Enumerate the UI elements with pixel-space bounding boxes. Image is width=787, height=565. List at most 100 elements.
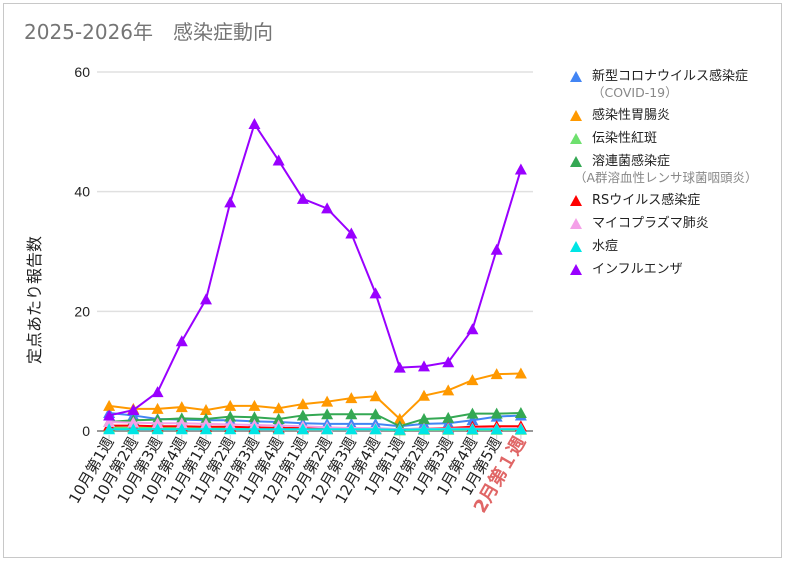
data-point-7 bbox=[514, 163, 527, 175]
data-point-6 bbox=[466, 423, 479, 435]
y-tick-label: 40 bbox=[74, 184, 90, 200]
data-point-1 bbox=[248, 399, 261, 411]
data-point-7 bbox=[321, 202, 334, 214]
data-point-6 bbox=[151, 423, 164, 435]
series-line-7 bbox=[108, 121, 522, 417]
data-point-3 bbox=[466, 407, 479, 419]
data-point-1 bbox=[224, 399, 237, 411]
data-point-6 bbox=[345, 423, 358, 435]
data-point-1 bbox=[321, 395, 334, 407]
legend-label: 溶連菌感染症 bbox=[592, 154, 671, 169]
data-point-6 bbox=[418, 423, 430, 435]
legend-item[interactable]: 水痘 bbox=[568, 238, 758, 255]
data-point-7 bbox=[466, 323, 479, 335]
data-point-7 bbox=[418, 360, 430, 372]
data-point-5 bbox=[175, 417, 188, 429]
data-point-3 bbox=[248, 411, 261, 423]
triangle-marker-icon bbox=[570, 264, 582, 275]
legend-label: 伝染性紅斑 bbox=[592, 131, 658, 146]
legend-item[interactable]: マイコプラズマ肺炎 bbox=[568, 215, 758, 232]
legend-item[interactable]: 溶連菌感染症 （A群溶血性レンサ球菌咽頭炎） bbox=[568, 153, 758, 186]
triangle-marker-icon bbox=[570, 133, 582, 144]
data-point-1 bbox=[151, 402, 164, 414]
data-point-5 bbox=[127, 416, 140, 428]
data-point-3 bbox=[418, 413, 430, 425]
triangle-marker-icon bbox=[570, 71, 582, 82]
data-point-1 bbox=[466, 374, 479, 386]
legend-label: マイコプラズマ肺炎 bbox=[592, 216, 709, 231]
data-point-3 bbox=[321, 408, 334, 420]
legend-label: 新型コロナウイルス感染症 bbox=[592, 69, 749, 84]
legend-item[interactable]: 伝染性紅斑 bbox=[568, 130, 758, 147]
data-point-3 bbox=[514, 407, 527, 419]
triangle-marker-icon bbox=[570, 110, 582, 121]
series-line-6 bbox=[109, 428, 521, 431]
data-point-6 bbox=[490, 423, 503, 435]
data-point-7 bbox=[490, 243, 503, 255]
data-point-6 bbox=[103, 423, 116, 435]
data-point-1 bbox=[345, 392, 358, 404]
data-point-3 bbox=[369, 408, 382, 420]
data-point-5 bbox=[103, 416, 116, 428]
data-point-3 bbox=[345, 408, 358, 420]
data-point-1 bbox=[490, 368, 503, 380]
legend-sublabel: （COVID-19） bbox=[592, 85, 678, 100]
data-point-0 bbox=[466, 414, 479, 426]
data-point-6 bbox=[127, 423, 140, 435]
data-point-6 bbox=[200, 423, 212, 435]
chart-title: 2025-2026年 感染症動向 bbox=[24, 20, 274, 44]
data-point-6 bbox=[442, 423, 455, 435]
data-point-1 bbox=[393, 413, 406, 425]
triangle-marker-icon bbox=[570, 241, 582, 252]
data-point-7 bbox=[103, 409, 116, 421]
data-point-3 bbox=[224, 410, 237, 422]
data-point-3 bbox=[490, 407, 503, 419]
series-line-3 bbox=[109, 412, 521, 428]
triangle-marker-icon bbox=[570, 156, 582, 167]
data-point-6 bbox=[514, 423, 527, 435]
data-point-6 bbox=[296, 423, 309, 435]
legend-item[interactable]: RSウイルス感染症 bbox=[568, 192, 758, 209]
data-point-7 bbox=[224, 196, 237, 208]
data-point-7 bbox=[200, 293, 212, 305]
data-point-1 bbox=[272, 402, 285, 414]
data-point-1 bbox=[103, 399, 116, 411]
triangle-marker-icon bbox=[570, 218, 582, 229]
data-point-5 bbox=[151, 417, 164, 429]
data-point-6 bbox=[175, 423, 188, 435]
data-point-6 bbox=[393, 423, 406, 435]
data-point-7 bbox=[272, 154, 285, 166]
legend-label: RSウイルス感染症 bbox=[592, 193, 701, 208]
data-point-3 bbox=[272, 413, 285, 425]
legend-label: 感染性胃腸炎 bbox=[592, 108, 671, 123]
triangle-marker-icon bbox=[570, 195, 582, 206]
chart-frame bbox=[3, 3, 782, 558]
legend-item[interactable]: インフルエンザ bbox=[568, 261, 758, 278]
data-point-6 bbox=[248, 423, 261, 435]
data-point-3 bbox=[442, 411, 455, 423]
legend-item[interactable]: 新型コロナウイルス感染症 （COVID-19） bbox=[568, 68, 758, 101]
data-point-7 bbox=[442, 356, 455, 368]
legend-item[interactable]: 感染性胃腸炎 bbox=[568, 107, 758, 124]
data-point-7 bbox=[345, 227, 358, 239]
data-point-6 bbox=[369, 423, 382, 435]
series-line-1 bbox=[108, 372, 521, 421]
data-point-6 bbox=[272, 423, 285, 435]
data-point-1 bbox=[369, 390, 382, 402]
legend-label: 水痘 bbox=[592, 239, 619, 254]
data-point-1 bbox=[442, 384, 455, 396]
y-tick-label: 60 bbox=[74, 64, 90, 80]
data-point-7 bbox=[127, 404, 140, 416]
data-point-6 bbox=[224, 423, 237, 435]
y-axis-label: 定点あたり報告数 bbox=[25, 236, 44, 364]
legend-label: インフルエンザ bbox=[592, 262, 683, 277]
data-point-1 bbox=[296, 398, 309, 410]
data-point-1 bbox=[514, 367, 527, 379]
data-point-6 bbox=[321, 423, 334, 435]
legend: 新型コロナウイルス感染症 （COVID-19） 感染性胃腸炎 伝染性紅斑 溶連菌感染症（… bbox=[568, 68, 758, 284]
y-tick-label: 0 bbox=[82, 423, 90, 439]
data-point-7 bbox=[175, 335, 188, 347]
data-point-7 bbox=[248, 118, 261, 130]
legend-sublabel: （A群溶血性レンサ球菌咽頭炎） bbox=[574, 170, 758, 185]
y-tick-label: 20 bbox=[74, 303, 90, 319]
